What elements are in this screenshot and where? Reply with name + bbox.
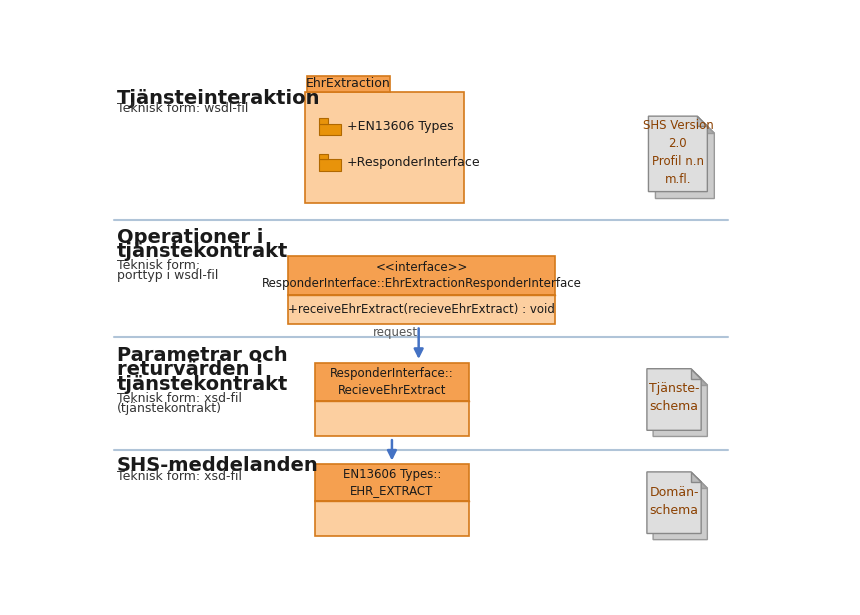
Polygon shape <box>653 478 707 539</box>
Text: Tjänsteinteraktion: Tjänsteinteraktion <box>117 89 320 108</box>
Text: EN13606 Types::
EHR_EXTRACT: EN13606 Types:: EHR_EXTRACT <box>343 468 441 498</box>
Polygon shape <box>697 116 707 126</box>
Polygon shape <box>319 154 329 159</box>
Text: ResponderInterface::
RecieveEhrExtract: ResponderInterface:: RecieveEhrExtract <box>330 367 454 397</box>
Polygon shape <box>697 375 707 385</box>
Polygon shape <box>647 369 701 430</box>
Polygon shape <box>648 116 707 192</box>
FancyBboxPatch shape <box>305 92 464 203</box>
Text: Tjänste-
schema: Tjänste- schema <box>648 383 699 413</box>
Text: +EN13606 Types: +EN13606 Types <box>347 121 453 133</box>
Polygon shape <box>697 478 707 488</box>
Text: SHS-meddelanden: SHS-meddelanden <box>117 456 318 475</box>
Text: Parametrar och: Parametrar och <box>117 346 287 365</box>
Text: (tjänstekontrakt): (tjänstekontrakt) <box>117 402 222 415</box>
Text: Teknisk form:: Teknisk form: <box>117 258 200 272</box>
Text: Teknisk form: wsdl-fil: Teknisk form: wsdl-fil <box>117 102 249 115</box>
Polygon shape <box>704 123 715 133</box>
Polygon shape <box>647 472 701 533</box>
Text: returvärden i: returvärden i <box>117 360 262 379</box>
Text: <<interface>>
ResponderInterface::EhrExtractionResponderInterface: <<interface>> ResponderInterface::EhrExt… <box>261 261 581 290</box>
FancyBboxPatch shape <box>316 464 469 501</box>
Text: Teknisk form: xsd-fil: Teknisk form: xsd-fil <box>117 392 242 405</box>
FancyBboxPatch shape <box>319 124 341 135</box>
Text: tjänstekontrakt: tjänstekontrakt <box>117 375 288 394</box>
FancyBboxPatch shape <box>288 295 556 324</box>
Text: Teknisk form: xsd-fil: Teknisk form: xsd-fil <box>117 470 242 483</box>
Text: Domän-
schema: Domän- schema <box>649 486 699 517</box>
Text: SHS Version
2.0
Profil n.n
m.fl.: SHS Version 2.0 Profil n.n m.fl. <box>642 119 713 186</box>
FancyBboxPatch shape <box>288 256 556 295</box>
FancyBboxPatch shape <box>307 76 390 92</box>
Text: Operationer i: Operationer i <box>117 228 263 247</box>
FancyBboxPatch shape <box>319 159 341 171</box>
Text: +receiveEhrExtract(recieveEhrExtract) : void: +receiveEhrExtract(recieveEhrExtract) : … <box>288 303 556 316</box>
Polygon shape <box>655 123 715 199</box>
Polygon shape <box>653 375 707 437</box>
Polygon shape <box>319 119 329 124</box>
FancyBboxPatch shape <box>316 363 469 401</box>
Text: tjänstekontrakt: tjänstekontrakt <box>117 242 288 261</box>
Text: porttyp i wsdl-fil: porttyp i wsdl-fil <box>117 269 218 282</box>
Text: request: request <box>372 327 418 339</box>
Text: +ResponderInterface: +ResponderInterface <box>347 156 481 169</box>
Polygon shape <box>691 472 701 482</box>
Text: EhrExtraction: EhrExtraction <box>306 77 391 90</box>
Polygon shape <box>691 369 701 379</box>
FancyBboxPatch shape <box>316 401 469 435</box>
FancyBboxPatch shape <box>316 501 469 536</box>
